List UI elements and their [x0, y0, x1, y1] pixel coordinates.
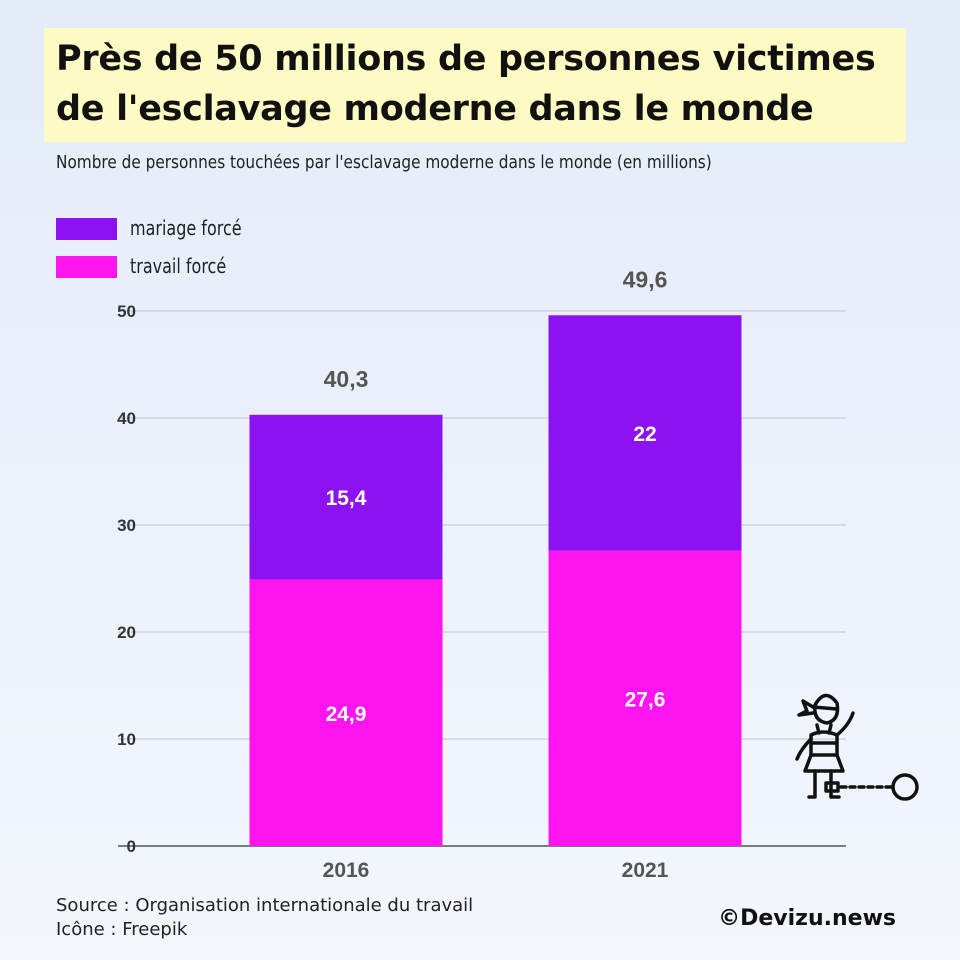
y-tick-label: 10 — [117, 730, 136, 749]
total-label: 49,6 — [623, 266, 668, 292]
total-label: 40,3 — [324, 366, 369, 392]
legend-swatch — [56, 218, 117, 240]
data-label: 22 — [633, 423, 656, 446]
brand-logo: ©Devizu.news — [718, 906, 896, 931]
data-label: 15,4 — [326, 487, 367, 510]
y-tick-label: 40 — [117, 409, 136, 428]
icon-credit-text: Icône : Freepik — [56, 919, 188, 940]
x-tick-label: 2016 — [323, 859, 370, 882]
bar-segment — [548, 550, 742, 846]
data-label: 27,6 — [625, 688, 666, 711]
legend-swatch — [56, 256, 117, 278]
chained-person-icon — [795, 693, 919, 801]
source-text: Source : Organisation internationale du … — [56, 895, 474, 916]
x-tick-label: 2021 — [622, 859, 669, 882]
footer: Source : Organisation internationale du … — [56, 894, 473, 942]
legend-label: mariage forcé — [130, 216, 242, 240]
bar-segment — [249, 579, 443, 846]
bar-segment — [548, 315, 742, 551]
y-tick-label: 0 — [127, 837, 136, 856]
y-tick-label: 20 — [117, 623, 136, 642]
y-tick-label: 50 — [117, 302, 136, 321]
chart-subtitle: Nombre de personnes touchées par l'escla… — [56, 152, 712, 173]
legend-label: travail forcé — [130, 254, 227, 278]
data-label: 24,9 — [326, 703, 367, 726]
y-tick-label: 30 — [117, 516, 136, 535]
page-title: Près de 50 millions de personnes victime… — [44, 28, 906, 142]
bar-segment — [249, 414, 443, 580]
